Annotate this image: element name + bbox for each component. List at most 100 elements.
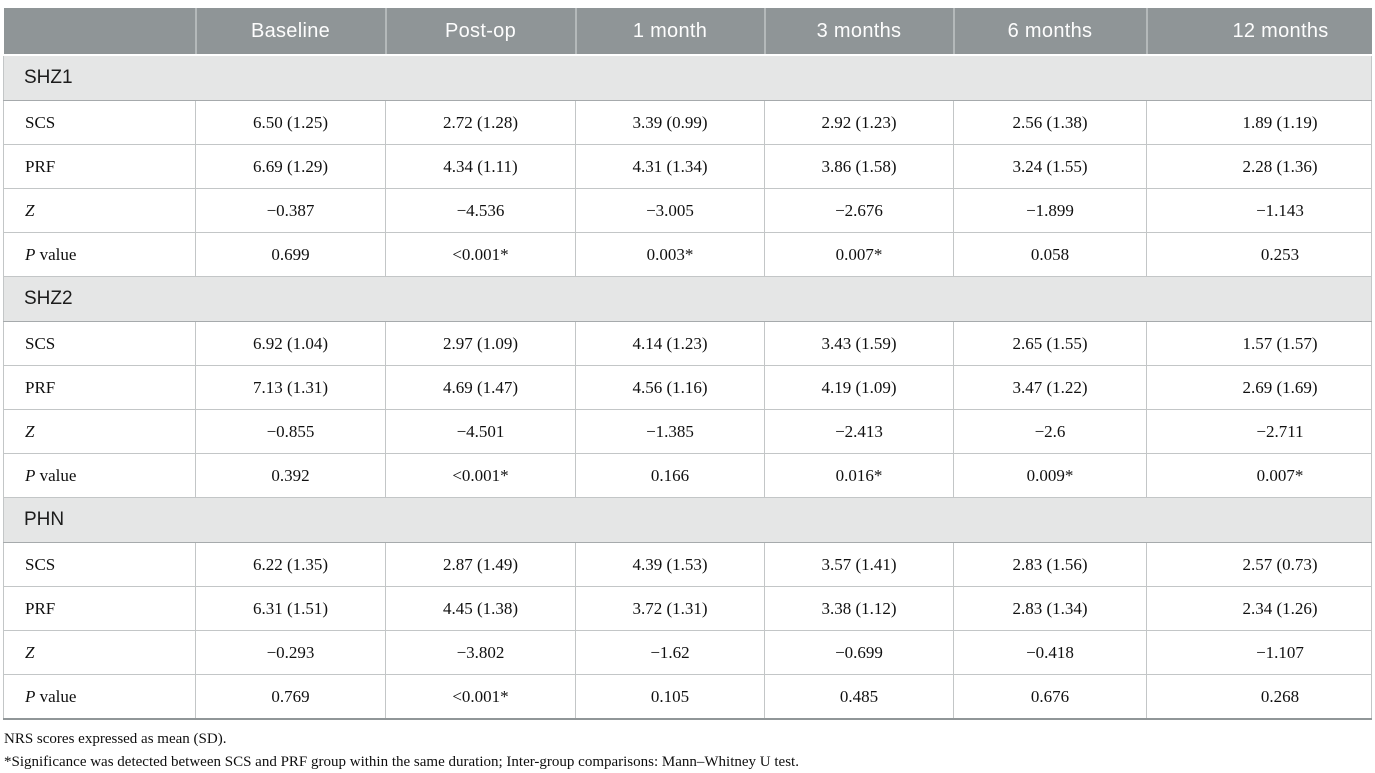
row-label-z: Z xyxy=(3,409,196,454)
cell-value: −1.385 xyxy=(575,409,765,454)
cell-value: 0.676 xyxy=(953,674,1147,720)
cell-value: 2.34 (1.26) xyxy=(1146,586,1372,631)
row-label-p-value: P value xyxy=(3,232,196,277)
section-label-shz2: SHZ2 xyxy=(3,276,1372,322)
cell-value: −0.387 xyxy=(195,188,386,233)
cell-value: −1.143 xyxy=(1146,188,1372,233)
cell-value: −3.802 xyxy=(385,630,576,675)
row-label-em: P xyxy=(25,465,36,485)
table-row-shz2-z: Z −0.855 −4.501 −1.385 −2.413 −2.6 −2.71… xyxy=(3,409,1372,454)
table-row-shz2-pvalue: P value 0.392 <0.001* 0.166 0.016* 0.009… xyxy=(3,453,1372,498)
column-header-post-op: Post-op xyxy=(384,8,576,56)
section-row-phn: PHN xyxy=(3,497,1372,543)
cell-value: 3.24 (1.55) xyxy=(953,144,1147,189)
cell-value: 3.86 (1.58) xyxy=(764,144,954,189)
cell-value: 0.058 xyxy=(953,232,1147,277)
cell-value: 7.13 (1.31) xyxy=(195,365,386,410)
cell-value: 4.14 (1.23) xyxy=(575,321,765,366)
cell-value: −1.107 xyxy=(1146,630,1372,675)
row-label-prf: PRF xyxy=(3,365,196,410)
row-label-em: Z xyxy=(25,200,35,220)
cell-value: −2.676 xyxy=(764,188,954,233)
paper-table-figure: Baseline Post-op 1 month 3 months 6 mont… xyxy=(3,8,1372,770)
cell-value: 2.28 (1.36) xyxy=(1146,144,1372,189)
row-label-text: PRF xyxy=(25,598,56,618)
nrs-results-table: Baseline Post-op 1 month 3 months 6 mont… xyxy=(3,8,1372,720)
cell-value: −0.418 xyxy=(953,630,1147,675)
cell-value: −3.005 xyxy=(575,188,765,233)
row-label-p-value: P value xyxy=(3,674,196,720)
cell-value: 3.72 (1.31) xyxy=(575,586,765,631)
cell-value: 0.699 xyxy=(195,232,386,277)
cell-value: 4.19 (1.09) xyxy=(764,365,954,410)
cell-value: −2.6 xyxy=(953,409,1147,454)
table-row-shz2-prf: PRF 7.13 (1.31) 4.69 (1.47) 4.56 (1.16) … xyxy=(3,365,1372,410)
cell-value: 6.92 (1.04) xyxy=(195,321,386,366)
header-row: Baseline Post-op 1 month 3 months 6 mont… xyxy=(3,8,1372,56)
table-row-phn-pvalue: P value 0.769 <0.001* 0.105 0.485 0.676 … xyxy=(3,674,1372,720)
cell-value: 6.31 (1.51) xyxy=(195,586,386,631)
cell-value: 4.69 (1.47) xyxy=(385,365,576,410)
cell-value: −2.711 xyxy=(1146,409,1372,454)
cell-value: <0.001* xyxy=(385,674,576,720)
cell-value: −0.855 xyxy=(195,409,386,454)
cell-value: −0.699 xyxy=(764,630,954,675)
table-row-phn-z: Z −0.293 −3.802 −1.62 −0.699 −0.418 −1.1… xyxy=(3,630,1372,675)
cell-value: 0.485 xyxy=(764,674,954,720)
column-header-12-months: 12 months xyxy=(1145,8,1372,56)
cell-value: 0.003* xyxy=(575,232,765,277)
row-label-z: Z xyxy=(3,188,196,233)
cell-value: 1.89 (1.19) xyxy=(1146,100,1372,145)
row-label-em: P xyxy=(25,244,36,264)
section-label-phn: PHN xyxy=(3,497,1372,543)
table-row-phn-scs: SCS 6.22 (1.35) 2.87 (1.49) 4.39 (1.53) … xyxy=(3,542,1372,587)
footnote-nrs-scores: NRS scores expressed as mean (SD). xyxy=(4,731,227,747)
cell-value: 3.57 (1.41) xyxy=(764,542,954,587)
row-label-text: PRF xyxy=(25,156,56,176)
column-header-6-months: 6 months xyxy=(952,8,1147,56)
table-footnotes: NRS scores expressed as mean (SD). *Sign… xyxy=(3,729,1372,773)
cell-value: −1.62 xyxy=(575,630,765,675)
cell-value: 6.69 (1.29) xyxy=(195,144,386,189)
row-label-scs: SCS xyxy=(3,321,196,366)
cell-value: 6.50 (1.25) xyxy=(195,100,386,145)
cell-value: −0.293 xyxy=(195,630,386,675)
row-label-prf: PRF xyxy=(3,586,196,631)
cell-value: −4.536 xyxy=(385,188,576,233)
column-header-baseline: Baseline xyxy=(194,8,386,56)
cell-value: 0.769 xyxy=(195,674,386,720)
cell-value: 1.57 (1.57) xyxy=(1146,321,1372,366)
cell-value: 4.45 (1.38) xyxy=(385,586,576,631)
cell-value: −2.413 xyxy=(764,409,954,454)
cell-value: 4.39 (1.53) xyxy=(575,542,765,587)
row-label-scs: SCS xyxy=(3,542,196,587)
cell-value: 4.56 (1.16) xyxy=(575,365,765,410)
cell-value: 0.105 xyxy=(575,674,765,720)
cell-value: 4.34 (1.11) xyxy=(385,144,576,189)
section-row-shz1: SHZ1 xyxy=(3,54,1372,101)
cell-value: 3.47 (1.22) xyxy=(953,365,1147,410)
row-label-em: Z xyxy=(25,642,35,662)
row-label-em: Z xyxy=(25,421,35,441)
row-label-z: Z xyxy=(3,630,196,675)
footnote-significance: *Significance was detected between SCS a… xyxy=(4,754,799,770)
cell-value: 2.65 (1.55) xyxy=(953,321,1147,366)
table-row-shz1-scs: SCS 6.50 (1.25) 2.72 (1.28) 3.39 (0.99) … xyxy=(3,100,1372,145)
table-row-shz2-scs: SCS 6.92 (1.04) 2.97 (1.09) 4.14 (1.23) … xyxy=(3,321,1372,366)
row-label-em: P xyxy=(25,686,36,706)
cell-value: 0.392 xyxy=(195,453,386,498)
row-label-text: SCS xyxy=(25,333,56,353)
row-label-text: SCS xyxy=(25,112,56,132)
cell-value: 3.38 (1.12) xyxy=(764,586,954,631)
cell-value: 0.166 xyxy=(575,453,765,498)
row-label-text: value xyxy=(35,465,77,485)
cell-value: 0.268 xyxy=(1146,674,1372,720)
table-row-shz1-prf: PRF 6.69 (1.29) 4.34 (1.11) 4.31 (1.34) … xyxy=(3,144,1372,189)
cell-value: 3.39 (0.99) xyxy=(575,100,765,145)
cell-value: 3.43 (1.59) xyxy=(764,321,954,366)
section-label-shz1: SHZ1 xyxy=(3,54,1372,101)
cell-value: 4.31 (1.34) xyxy=(575,144,765,189)
table-row-phn-prf: PRF 6.31 (1.51) 4.45 (1.38) 3.72 (1.31) … xyxy=(3,586,1372,631)
row-label-p-value: P value xyxy=(3,453,196,498)
table-row-shz1-z: Z −0.387 −4.536 −3.005 −2.676 −1.899 −1.… xyxy=(3,188,1372,233)
